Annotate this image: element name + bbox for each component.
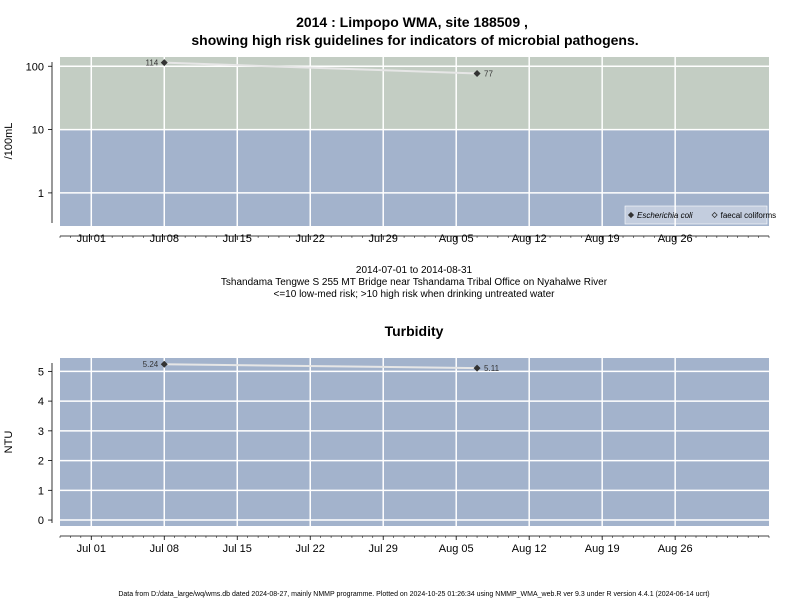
x-tick-label: Aug 05: [439, 543, 474, 555]
x-tick-label: Jul 01: [77, 233, 106, 245]
y-axis-label: NTU: [3, 431, 15, 454]
legend-marker-0: [627, 211, 635, 219]
x-tick-label: Jul 08: [150, 233, 179, 245]
risk-band-1: [60, 57, 769, 130]
data-label: 77: [484, 69, 493, 78]
y-tick-label: 5: [38, 366, 44, 378]
x-tick-label: Jul 29: [369, 543, 398, 555]
plot-background: [60, 358, 769, 526]
data-point: [160, 360, 168, 368]
series-line-0: [164, 61, 478, 75]
ecoli-panel: Jul 01 Jul 08 Jul 15 Jul 22 Jul 29 Aug 05 Aug …: [3, 57, 776, 245]
data-point: [160, 59, 168, 67]
x-tick-label: Jul 01: [77, 543, 106, 555]
data-label: 114: [145, 59, 158, 68]
series-line-0: [164, 363, 478, 370]
site-name-label: Tshandama Tengwe S 255 MT Bridge near Ts…: [221, 277, 608, 288]
turbidity-title: Turbidity: [385, 323, 444, 339]
footer-note: Data from D:/data_large/wq/wms.db dated …: [118, 591, 709, 598]
y-tick-label: 1: [38, 485, 44, 497]
legend-entry-0: Escherichia coli: [637, 211, 693, 220]
risk-note-label: <=10 low-med risk; >10 high risk when dr…: [274, 289, 556, 300]
x-tick-label: Aug 12: [512, 543, 547, 555]
legend-entry-1: faecal coliforms: [721, 211, 777, 220]
y-tick-label: 1: [38, 188, 44, 200]
data-point: [473, 69, 481, 77]
risk-band-0: [60, 129, 769, 226]
date-range-label: 2014-07-01 to 2014-08-31: [356, 265, 473, 276]
y-axis-label: /100mL: [3, 123, 15, 160]
data-label: 5.11: [484, 364, 500, 373]
x-tick-label: Jul 22: [296, 543, 325, 555]
data-label: 5.24: [143, 360, 159, 369]
legend-box: [624, 205, 768, 225]
x-tick-label: Aug 26: [658, 543, 693, 555]
x-tick-label: Jul 15: [223, 543, 252, 555]
x-tick-label: Jul 15: [223, 233, 252, 245]
legend-marker-1: [711, 211, 718, 219]
x-tick-label: Aug 19: [585, 233, 620, 245]
page-title-line2: showing high risk guidelines for indicat…: [191, 32, 638, 48]
y-tick-label: 100: [26, 61, 44, 73]
turbidity-panel: Jul 01 Jul 08 Jul 15 Jul 22 Jul 29 Aug 05 Aug …: [3, 358, 770, 555]
y-tick-label: 3: [38, 426, 44, 438]
x-tick-label: Aug 12: [512, 233, 547, 245]
y-tick-label: 2: [38, 456, 44, 468]
y-tick-label: 0: [38, 515, 44, 527]
page-title-line1: 2014 : Limpopo WMA, site 188509 ,: [296, 14, 528, 30]
x-tick-label: Aug 05: [439, 233, 474, 245]
x-tick-label: Jul 22: [296, 233, 325, 245]
x-tick-label: Jul 29: [369, 233, 398, 245]
x-tick-label: Aug 19: [585, 543, 620, 555]
data-point: [473, 364, 481, 372]
x-tick-label: Aug 26: [658, 233, 693, 245]
y-tick-label: 10: [32, 125, 44, 137]
y-tick-label: 4: [38, 396, 44, 408]
x-tick-label: Jul 08: [150, 543, 179, 555]
